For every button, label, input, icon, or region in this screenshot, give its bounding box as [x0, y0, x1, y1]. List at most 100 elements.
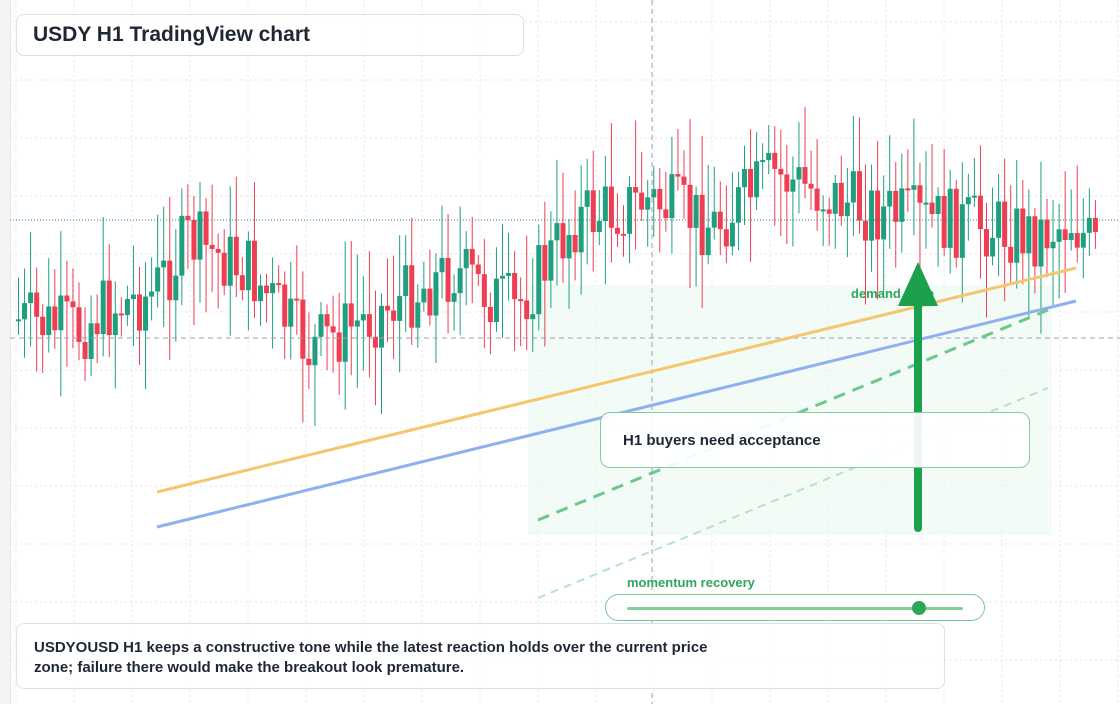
analysis-note-box: USDYOUSD H1 keeps a constructive tone wh… — [16, 623, 945, 689]
candle-bull — [754, 161, 760, 198]
candle-bull — [457, 268, 463, 294]
candle-bear — [239, 275, 245, 291]
candle-bear — [137, 294, 142, 331]
candle-bull — [433, 272, 439, 316]
candle-bear — [772, 152, 778, 169]
candle-bull — [227, 236, 233, 286]
candle-bear — [863, 220, 868, 241]
candle-bear — [814, 188, 820, 211]
candle-bear — [106, 280, 112, 336]
candle-bear — [209, 244, 215, 249]
left-toolbar-strip — [0, 0, 11, 704]
candle-bull — [500, 275, 505, 279]
candle-bear — [681, 176, 687, 185]
candle-bear — [856, 171, 862, 221]
candle-bull — [46, 306, 52, 336]
candle-bull — [342, 303, 348, 362]
candle-bull — [197, 211, 203, 260]
candle-bear — [663, 209, 669, 219]
candle-bull — [536, 245, 542, 315]
momentum-track — [627, 607, 963, 610]
candle-bull — [578, 206, 584, 253]
candle-bear — [717, 211, 723, 230]
candle-bear — [372, 336, 378, 348]
candle-bear — [748, 168, 754, 198]
candle-bull — [935, 196, 941, 214]
candle-bull — [354, 320, 360, 327]
channel-dashed-upper — [537, 308, 1049, 522]
candle-bear — [633, 187, 639, 193]
candle-bear — [802, 167, 808, 184]
candle-bull — [1080, 232, 1086, 248]
candle-bull — [869, 190, 875, 241]
candle-bear — [294, 298, 300, 301]
candle-bear — [385, 305, 391, 311]
candle-bull — [651, 188, 657, 198]
candle-bull — [270, 283, 276, 294]
candle-bull — [100, 280, 106, 335]
candle-bull — [820, 209, 826, 212]
candle-bear — [300, 299, 306, 359]
candle-bear — [512, 273, 518, 300]
candle-bull — [318, 314, 324, 337]
candle-bull — [693, 194, 699, 228]
candle-bull — [996, 201, 1002, 238]
candle-bull — [669, 174, 675, 219]
candle-bull — [439, 257, 445, 273]
candle-bull — [596, 221, 602, 233]
candle-bear — [487, 306, 493, 323]
candle-bear — [475, 264, 481, 275]
candle-bull — [88, 323, 94, 359]
candle-bear — [905, 188, 911, 191]
candle-bull — [832, 182, 838, 214]
momentum-knob[interactable] — [912, 601, 927, 615]
candle-bear — [76, 307, 82, 343]
candle-bear — [167, 260, 173, 301]
candle-bear — [838, 182, 844, 217]
candle-bull — [1038, 219, 1044, 267]
candle-bull — [1056, 229, 1062, 242]
candle-bear — [264, 285, 270, 294]
candle-bull — [379, 305, 384, 348]
candle-bull — [742, 168, 747, 188]
candle-bull — [1068, 233, 1074, 241]
candle-bear — [1020, 208, 1026, 254]
candle-bull — [760, 160, 766, 163]
candle-bull — [627, 187, 633, 234]
candle-bull — [506, 273, 512, 276]
candle-bear — [185, 215, 191, 221]
candle-bull — [421, 288, 427, 303]
candle-bull — [548, 240, 554, 281]
candle-bull — [705, 227, 711, 256]
candle-bear — [687, 184, 693, 228]
candle-bear — [276, 283, 282, 286]
candle-bull — [312, 336, 318, 366]
chart-title-box: USDY H1 TradingView chart — [16, 14, 524, 56]
candle-bull — [415, 302, 421, 328]
candle-bear — [282, 284, 288, 327]
candle-bull — [530, 314, 536, 320]
demand-zone-area — [528, 285, 1052, 535]
candle-bull — [911, 185, 917, 190]
candle-bear — [215, 248, 221, 253]
candle-bear — [52, 306, 58, 331]
candle-bear — [233, 236, 239, 276]
candle-bear — [893, 190, 899, 222]
candle-bull — [451, 293, 457, 302]
candle-bear — [560, 223, 566, 259]
candle-bull — [58, 295, 64, 331]
candle-bull — [28, 292, 34, 304]
candle-bear — [70, 301, 76, 308]
candle-bear — [572, 234, 578, 253]
candle-bear — [427, 288, 433, 316]
analysis-note-text: USDYOUSD H1 keeps a constructive tone wh… — [34, 639, 708, 676]
candle-bear — [366, 314, 372, 337]
candle-bull — [881, 206, 887, 240]
candle-bull — [766, 152, 772, 161]
candle-bear — [40, 316, 46, 336]
candle-bull — [173, 275, 179, 301]
candle-bear — [518, 299, 524, 302]
candle-bull — [463, 248, 469, 269]
